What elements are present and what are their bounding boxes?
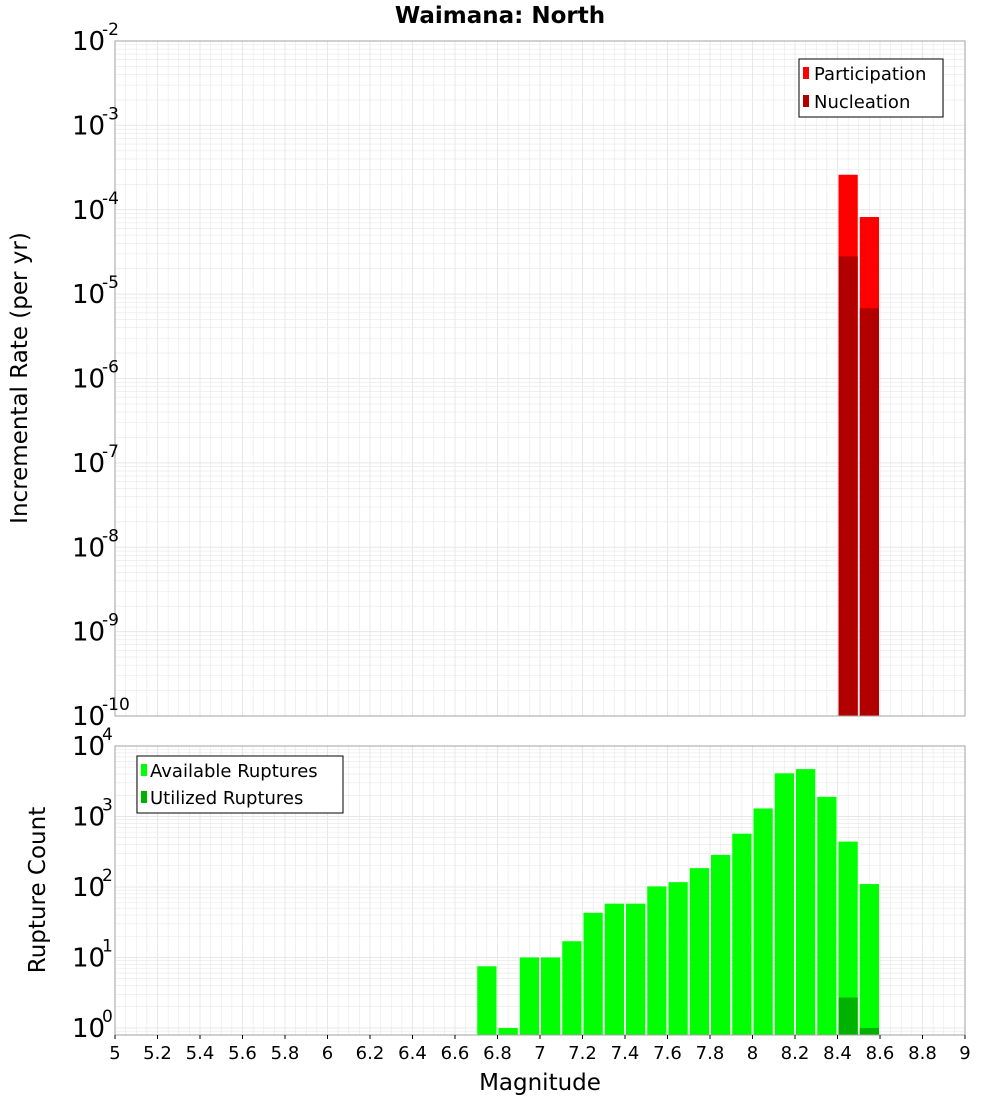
y-tick-exponent: -5 bbox=[102, 273, 119, 293]
chart-title: Waimana: North bbox=[395, 3, 605, 29]
bottom-legend: Available Ruptures Utilized Ruptures bbox=[136, 755, 344, 814]
top-legend-box bbox=[798, 58, 944, 118]
top-gridlines bbox=[114, 40, 966, 717]
y-tick-label: 10 bbox=[72, 533, 105, 563]
bar-utilized-ruptures bbox=[859, 1027, 879, 1035]
y-tick-exponent: 2 bbox=[102, 866, 113, 886]
y-tick-exponent: -2 bbox=[102, 20, 119, 40]
bar-available-ruptures bbox=[689, 868, 709, 1035]
bottom-y-axis-title: Rupture Count bbox=[25, 807, 51, 973]
top-y-axis-ticks: 10-210-310-410-510-610-710-810-910-10 bbox=[72, 20, 130, 732]
bar-available-ruptures bbox=[583, 912, 603, 1035]
top-plot-frame bbox=[114, 40, 966, 717]
x-tick-label: 5.4 bbox=[186, 1043, 215, 1064]
y-tick-label: 10 bbox=[72, 802, 105, 832]
y-tick-label: 10 bbox=[72, 280, 105, 310]
y-tick-label: 10 bbox=[72, 1014, 105, 1044]
y-tick-exponent: -6 bbox=[102, 358, 119, 378]
x-axis-ticks: 5 5.2 5.4 5.6 5.8 6 6.2 6.4 6.6 6.8 7 7.2 7.4 7.6 7.8 8… bbox=[109, 1035, 971, 1064]
y-tick-label: 10 bbox=[72, 702, 105, 732]
y-tick-label: 10 bbox=[72, 27, 105, 57]
legend-label-available: Available Ruptures bbox=[150, 761, 318, 782]
x-tick-label: 5.8 bbox=[271, 1043, 300, 1064]
x-tick-label: 8 bbox=[747, 1043, 758, 1064]
x-tick-label: 6.2 bbox=[356, 1043, 385, 1064]
bar-available-ruptures bbox=[647, 886, 667, 1035]
legend-swatch-participation bbox=[803, 67, 809, 79]
y-tick-exponent: -9 bbox=[102, 611, 119, 631]
bar-available-ruptures bbox=[604, 903, 624, 1035]
bar-available-ruptures bbox=[541, 957, 561, 1035]
x-tick-label: 5 bbox=[109, 1043, 120, 1064]
x-tick-label: 7.6 bbox=[653, 1043, 682, 1064]
x-tick-label: 7.4 bbox=[611, 1043, 640, 1064]
y-tick-exponent: -8 bbox=[102, 526, 119, 546]
x-tick-label: 8.6 bbox=[866, 1043, 895, 1064]
x-tick-label: 6 bbox=[322, 1043, 333, 1064]
x-tick-label: 8.8 bbox=[908, 1043, 937, 1064]
legend-swatch-nucleation bbox=[803, 95, 809, 107]
y-tick-label: 10 bbox=[72, 943, 105, 973]
x-tick-label: 9 bbox=[959, 1043, 970, 1064]
bar-available-ruptures bbox=[859, 884, 879, 1035]
bar-available-ruptures bbox=[562, 941, 582, 1035]
y-tick-exponent: 3 bbox=[102, 795, 113, 815]
y-tick-label: 10 bbox=[72, 449, 105, 479]
x-tick-label: 6.4 bbox=[398, 1043, 427, 1064]
y-tick-exponent: 4 bbox=[102, 725, 113, 745]
y-tick-label: 10 bbox=[72, 732, 105, 762]
x-tick-label: 8.4 bbox=[823, 1043, 852, 1064]
y-tick-exponent: 1 bbox=[102, 936, 113, 956]
y-tick-exponent: 0 bbox=[102, 1007, 113, 1027]
bar-utilized-ruptures bbox=[838, 997, 858, 1035]
y-tick-exponent: -3 bbox=[102, 104, 119, 124]
bar-available-ruptures bbox=[519, 957, 539, 1035]
top-legend: Participation Nucleation bbox=[798, 58, 944, 118]
bar-available-ruptures bbox=[626, 903, 646, 1035]
bar-available-ruptures bbox=[817, 796, 837, 1035]
bar-available-ruptures bbox=[774, 773, 794, 1035]
x-tick-label: 8.2 bbox=[781, 1043, 810, 1064]
bar-available-ruptures bbox=[498, 1027, 518, 1035]
y-tick-label: 10 bbox=[72, 365, 105, 395]
bar-available-ruptures bbox=[477, 966, 497, 1035]
x-tick-label: 7 bbox=[534, 1043, 545, 1064]
x-tick-label: 5.6 bbox=[228, 1043, 257, 1064]
legend-label-nucleation: Nucleation bbox=[814, 92, 910, 113]
x-tick-label: 5.2 bbox=[143, 1043, 172, 1064]
x-tick-label: 6.6 bbox=[441, 1043, 470, 1064]
x-tick-label: 7.8 bbox=[696, 1043, 725, 1064]
top-bars bbox=[838, 174, 879, 716]
legend-label-participation: Participation bbox=[814, 64, 926, 85]
y-tick-label: 10 bbox=[72, 873, 105, 903]
bar-nucleation bbox=[859, 308, 879, 716]
bar-available-ruptures bbox=[732, 833, 752, 1035]
legend-swatch-available bbox=[141, 764, 147, 776]
bottom-legend-box bbox=[136, 755, 344, 814]
bar-available-ruptures bbox=[711, 854, 731, 1035]
top-panel: 10-210-310-410-510-610-710-810-910-10 In… bbox=[7, 20, 966, 732]
y-tick-exponent: -4 bbox=[102, 189, 119, 209]
y-tick-label: 10 bbox=[72, 196, 105, 226]
bar-available-ruptures bbox=[668, 882, 688, 1035]
x-tick-label: 7.2 bbox=[568, 1043, 597, 1064]
y-tick-label: 10 bbox=[72, 618, 105, 648]
y-tick-exponent: -10 bbox=[102, 695, 130, 715]
y-tick-label: 10 bbox=[72, 111, 105, 141]
bar-available-ruptures bbox=[753, 808, 773, 1035]
y-tick-exponent: -7 bbox=[102, 442, 119, 462]
x-tick-label: 6.8 bbox=[483, 1043, 512, 1064]
x-axis-title: Magnitude bbox=[479, 1070, 601, 1096]
top-y-axis-title: Incremental Rate (per yr) bbox=[7, 232, 33, 524]
bar-available-ruptures bbox=[796, 769, 816, 1035]
bar-available-ruptures bbox=[838, 841, 858, 1035]
legend-swatch-utilized bbox=[141, 791, 147, 803]
bottom-bars bbox=[477, 769, 879, 1035]
bar-nucleation bbox=[838, 256, 858, 716]
legend-label-utilized: Utilized Ruptures bbox=[150, 788, 303, 809]
